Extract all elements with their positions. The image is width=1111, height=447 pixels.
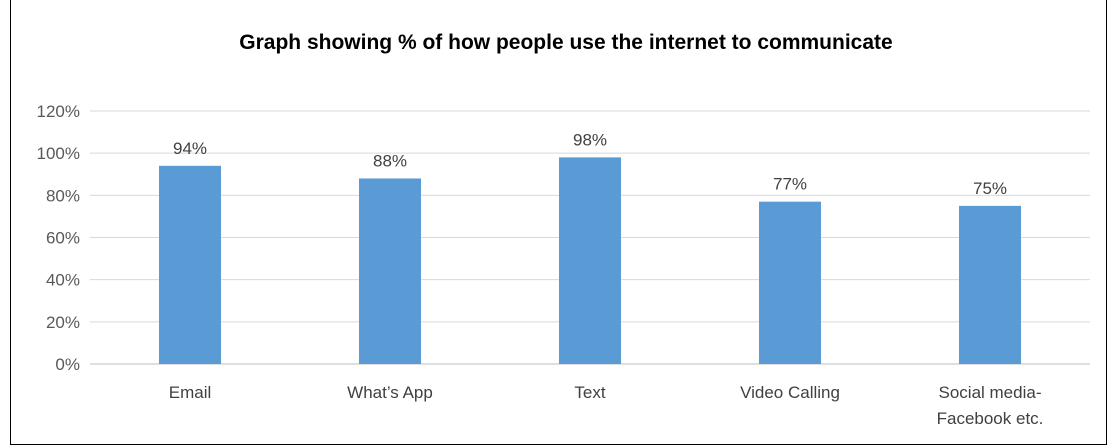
bars [159,157,1021,364]
y-tick-label: 100% [37,144,80,163]
y-tick-label: 120% [37,102,80,121]
y-axis-ticks: 0% 20% 40% 60% 80% 100% 120% [37,102,80,374]
category-label-line: Email [169,383,212,402]
category-label-line: Social media- [939,383,1042,402]
category-label-line: Text [574,383,605,402]
data-label: 77% [773,175,807,194]
category-label-line: Facebook etc. [937,409,1044,428]
y-tick-label: 0% [55,355,80,374]
y-tick-label: 40% [46,271,80,290]
data-label: 75% [973,179,1007,198]
category-label: Email [169,383,212,402]
category-label: Video Calling [740,383,840,402]
category-label-line: What’s App [347,383,433,402]
chart-title: Graph showing % of how people use the in… [239,31,892,54]
bar [759,201,821,364]
bar [159,165,221,364]
data-labels: 94% 88% 98% 77% 75% [173,130,1007,197]
data-label: 94% [173,139,207,158]
y-tick-label: 60% [46,229,80,248]
bar [959,205,1021,364]
category-label: Social media- Facebook etc. [937,383,1044,428]
data-label: 88% [373,151,407,170]
bar [359,178,421,364]
data-label: 98% [573,130,607,149]
y-tick-label: 80% [46,186,80,205]
category-labels: Email What’s App Text Video Calling Social m… [169,383,1044,428]
category-label-line: Video Calling [740,383,840,402]
category-label: Text [574,383,605,402]
y-tick-label: 20% [46,313,80,332]
bar [559,157,621,364]
category-label: What’s App [347,383,433,402]
